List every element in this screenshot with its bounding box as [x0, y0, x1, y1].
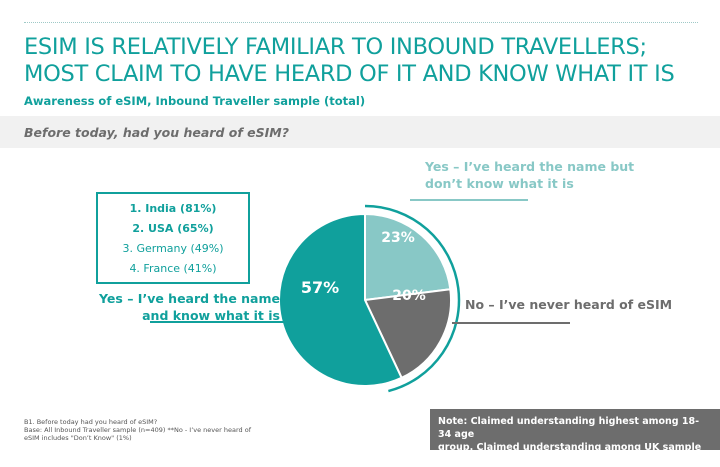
pie-value-heard-unknown: 23%: [381, 230, 415, 246]
label-heard-known: Yes – I’ve heard the name and know what …: [99, 291, 280, 323]
top-dotted-rule: [24, 22, 698, 23]
pie-value-heard-known: 57%: [301, 278, 339, 297]
rank-item-2: 2. USA (65%): [132, 222, 214, 235]
question-band: [0, 116, 720, 148]
survey-question: Before today, had you heard of eSIM?: [24, 125, 289, 140]
pie-slice-heard-known: [278, 212, 403, 387]
country-ranking-box: 1. India (81%) 2. USA (65%) 3. Germany (…: [96, 192, 250, 284]
title-line-2: MOST CLAIM TO HAVE HEARD OF IT AND KNOW …: [24, 61, 675, 87]
note-box: Note: Claimed understanding highest amon…: [430, 409, 720, 466]
rank-item-1: 1. India (81%): [129, 202, 217, 215]
chart-subtitle: Awareness of eSIM, Inbound Traveller sam…: [24, 94, 366, 108]
pie-chart: 23% 20% 57%: [150, 199, 570, 393]
pie-value-never-heard: 20%: [392, 288, 426, 304]
label-heard-unknown: Yes – I’ve heard the name but don’t know…: [425, 159, 635, 191]
pie-slice-never-heard: [363, 288, 452, 380]
footnote: B1. Before today had you heard of eSIM? …: [24, 418, 251, 442]
rank-item-4: 4. France (41%): [129, 262, 217, 275]
outer-ring-arc: [364, 204, 461, 393]
label-never-heard: No – I’ve never heard of eSIM: [465, 297, 673, 312]
pie-slice-heard-unknown: [364, 212, 452, 302]
page-title: ESIM IS RELATIVELY FAMILIAR TO INBOUND T…: [24, 34, 704, 88]
rank-item-3: 3. Germany (49%): [122, 242, 224, 255]
title-line-1: ESIM IS RELATIVELY FAMILIAR TO INBOUND T…: [24, 34, 647, 60]
